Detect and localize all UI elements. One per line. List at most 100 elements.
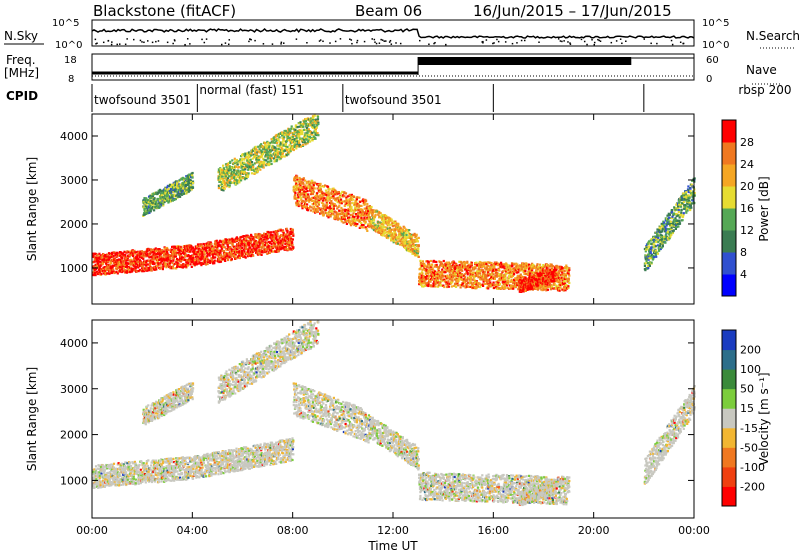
nsearch-point (107, 39, 110, 42)
range-gate-cell (230, 248, 233, 251)
range-gate-cell (320, 198, 323, 201)
range-gate-cell (480, 283, 483, 287)
range-gate-cell (457, 284, 460, 287)
nsearch-point (254, 39, 256, 42)
range-gate-cell (161, 251, 164, 254)
range-gate-cell (315, 209, 318, 212)
range-gate-cell (225, 240, 228, 243)
range-gate-cell (395, 228, 399, 231)
nsearch-point (679, 41, 682, 44)
range-gate-cell (216, 248, 219, 251)
range-gate-cell (561, 288, 564, 291)
range-gate-cell (315, 194, 318, 197)
range-gate-cell (324, 207, 327, 210)
range-gate-cell (542, 268, 545, 271)
range-gate-cell (456, 278, 459, 281)
range-gate-cell (311, 190, 314, 193)
range-gate-cell (389, 223, 392, 226)
range-gate-cell (123, 269, 126, 272)
range-gate-cell (210, 257, 213, 260)
range-gate-cell (377, 221, 380, 224)
range-gate-cell (296, 201, 299, 204)
range-gate-cell (341, 216, 344, 219)
range-gate-cell (481, 269, 484, 272)
range-gate-cell (206, 262, 209, 266)
range-gate-cell (151, 248, 154, 251)
range-gate-cell (494, 261, 497, 265)
range-gate-cell (223, 187, 226, 190)
range-gate-cell (148, 256, 151, 259)
range-gate-cell (229, 253, 232, 256)
range-gate-cell (297, 195, 300, 198)
range-gate-cell (317, 195, 320, 198)
range-gate-cell (192, 249, 195, 252)
range-gate-cell (508, 276, 511, 279)
range-gate-cell (127, 265, 130, 269)
range-gate-cell (201, 250, 204, 253)
range-gate-cell (319, 212, 322, 215)
range-gate-cell (405, 242, 408, 245)
nsearch-point (373, 38, 376, 41)
range-gate-cell (197, 255, 200, 258)
range-gate-cell (392, 237, 395, 240)
range-gate-cell (253, 241, 256, 245)
range-gate-cell (289, 230, 292, 233)
range-gate-cell (400, 242, 403, 245)
range-gate-cell (115, 251, 118, 254)
range-gate-cell (505, 272, 508, 275)
range-gate-cell (230, 255, 233, 258)
range-gate-cell (560, 276, 563, 279)
range-gate-cell (459, 266, 462, 269)
range-gate-cell (150, 256, 153, 259)
range-gate-cell (280, 245, 283, 248)
range-gate-cell (212, 256, 215, 259)
range-gate-cell (133, 264, 136, 267)
range-gate-cell (415, 233, 418, 236)
range-gate-cell (204, 259, 207, 262)
range-gate-cell (94, 263, 97, 266)
range-gate-cell (291, 242, 294, 245)
range-gate-cell (357, 215, 360, 218)
range-gate-cell (166, 265, 169, 268)
nsearch-point (643, 38, 646, 40)
range-gate-cell (398, 230, 401, 233)
range-gate-cell (247, 249, 250, 252)
range-gate-cell (202, 242, 205, 246)
range-gate-cell (100, 272, 103, 276)
range-gate-cell (490, 273, 493, 276)
range-gate-cell (133, 249, 136, 252)
range-gate-cell (358, 219, 361, 222)
range-gate-cell (207, 243, 210, 246)
range-gate-cell (233, 157, 236, 160)
range-gate-cell (204, 247, 207, 250)
range-gate-cell (282, 231, 285, 235)
range-gate-cell (465, 271, 468, 274)
range-gate-cell (336, 207, 339, 210)
range-gate-cell (92, 265, 95, 268)
range-gate-cell (207, 260, 210, 263)
range-gate-cell (349, 197, 352, 200)
range-gate-cell (465, 269, 468, 272)
range-gate-cell (241, 246, 244, 249)
range-gate-cell (159, 253, 162, 256)
range-gate-cell (203, 248, 206, 251)
nsearch-point (157, 40, 160, 42)
range-gate-cell (288, 239, 292, 242)
range-gate-cell (435, 274, 438, 277)
range-gate-cell (120, 251, 123, 254)
range-gate-cell (375, 228, 379, 231)
range-gate-cell (495, 280, 498, 284)
range-gate-cell (435, 260, 438, 263)
range-gate-cell (556, 274, 560, 277)
range-gate-cell (167, 248, 170, 251)
range-gate-cell (531, 271, 534, 274)
range-gate-cell (475, 287, 478, 290)
nsearch-point (318, 40, 321, 42)
range-gate-cell (213, 262, 216, 265)
range-gate-cell (372, 228, 376, 232)
range-gate-cell (193, 252, 196, 255)
nsearch-point (419, 39, 421, 42)
nsearch-point (248, 40, 250, 43)
range-gate-cell (398, 243, 402, 246)
range-gate-cell (360, 208, 363, 211)
